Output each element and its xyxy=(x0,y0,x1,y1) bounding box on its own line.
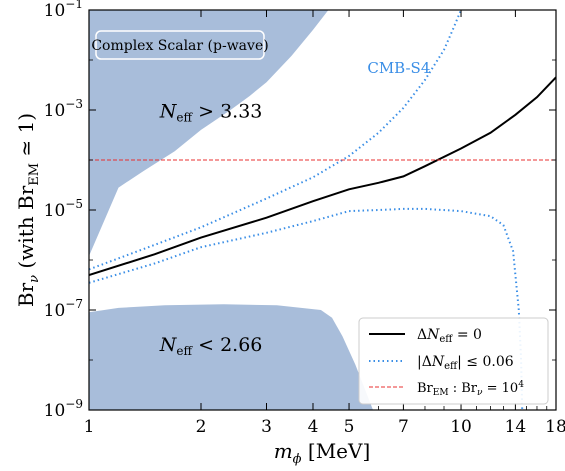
x-tick-label-3: 3 xyxy=(261,417,272,437)
region-n-eff-2-66-excluded xyxy=(89,304,373,410)
x-tick-label-1: 1 xyxy=(84,417,95,437)
x-axis-label: mϕ [MeV] xyxy=(274,439,371,467)
y-tick-label: 10−9 xyxy=(44,397,83,421)
y-tick-label: 10−1 xyxy=(44,0,83,21)
panel-label-text: Complex Scalar (p-wave) xyxy=(91,38,268,54)
neff-high-label: Neff > 3.33 xyxy=(159,101,263,125)
x-tick-label-10: 10 xyxy=(450,417,472,437)
svg-text:Neff < 2.66: Neff < 2.66 xyxy=(159,334,263,358)
x-tick-label-14: 14 xyxy=(505,417,527,437)
legend-item-delta-neff-zero: ΔNeff = 0 xyxy=(417,327,482,345)
cmb-s4-label: CMB-S4 xyxy=(367,59,430,77)
series-line-n-eff-0-06 xyxy=(89,10,462,271)
svg-text:Neff > 3.33: Neff > 3.33 xyxy=(159,101,263,125)
series-line-n-eff-0 xyxy=(89,76,556,277)
x-tick-label-2: 2 xyxy=(196,417,207,437)
legend-box xyxy=(358,317,549,405)
x-tick-label-4: 4 xyxy=(308,417,319,437)
y-tick-label: 10−3 xyxy=(44,97,83,121)
data-series xyxy=(89,10,556,410)
legend-item-delta-neff-band: |ΔNeff| ≤ 0.06 xyxy=(417,354,514,372)
panel-label-box xyxy=(95,30,265,60)
x-tick-label-5: 5 xyxy=(344,417,355,437)
svg-text:Brν (with BrEM ≃ 1): Brν (with BrEM ≃ 1) xyxy=(14,113,42,307)
y-axis-label: Brν (with BrEM ≃ 1) xyxy=(14,113,42,307)
axis-ticks: 1 2 3 4 5 7 10 14 18 10−9 10−7 10−5 10−3 10−1 xyxy=(44,0,565,437)
neff-low-label: Neff < 2.66 xyxy=(159,334,263,358)
legend: ΔNeff = 0 |ΔNeff| ≤ 0.06 BrEM : Brν = 10… xyxy=(358,317,549,405)
svg-text:mϕ [MeV]: mϕ [MeV] xyxy=(274,439,371,467)
panel-label: Complex Scalar (p-wave) xyxy=(91,30,269,60)
x-tick-label-7: 7 xyxy=(398,417,409,437)
excluded-regions xyxy=(89,10,373,410)
region-n-eff-3-33-excluded xyxy=(89,10,329,256)
x-tick-label-18: 18 xyxy=(545,417,565,437)
y-tick-label: 10−5 xyxy=(44,197,83,221)
y-tick-label: 10−7 xyxy=(44,297,83,321)
